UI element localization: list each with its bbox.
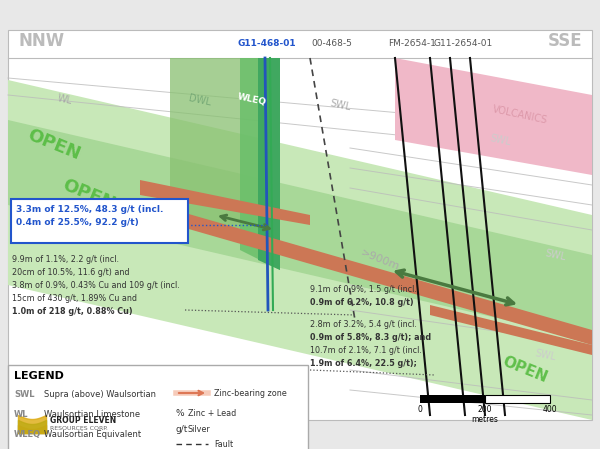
Text: 1.0m of 218 g/t, 0.88% Cu): 1.0m of 218 g/t, 0.88% Cu) bbox=[12, 307, 133, 316]
Polygon shape bbox=[8, 120, 592, 340]
Text: 400: 400 bbox=[542, 405, 557, 414]
Text: G11-468-01: G11-468-01 bbox=[238, 39, 296, 48]
Text: 3.3m of 12.5%, 48.3 g/t (incl.: 3.3m of 12.5%, 48.3 g/t (incl. bbox=[16, 205, 163, 214]
Text: 3.8m of 0.9%, 0.43% Cu and 109 g/t (incl.: 3.8m of 0.9%, 0.43% Cu and 109 g/t (incl… bbox=[12, 281, 180, 290]
Text: Silver: Silver bbox=[188, 425, 211, 434]
Text: 00-468-5: 00-468-5 bbox=[311, 39, 352, 48]
Text: %: % bbox=[176, 409, 185, 418]
Bar bbox=[420, 395, 485, 403]
Text: 200: 200 bbox=[478, 405, 492, 414]
Text: 20cm of 10.5%, 11.6 g/t) and: 20cm of 10.5%, 11.6 g/t) and bbox=[12, 268, 130, 277]
Text: WL: WL bbox=[14, 410, 29, 419]
Text: 2.8m of 3.2%, 5.4 g/t (incl.: 2.8m of 3.2%, 5.4 g/t (incl. bbox=[310, 320, 417, 329]
Text: >900m: >900m bbox=[359, 248, 401, 273]
Text: OPEN: OPEN bbox=[500, 354, 550, 386]
Text: 0.9m of 5.8%, 8.3 g/t); and: 0.9m of 5.8%, 8.3 g/t); and bbox=[310, 333, 431, 342]
Text: SWL: SWL bbox=[544, 248, 566, 262]
Text: SWL: SWL bbox=[14, 390, 35, 399]
Text: G11-2654-01: G11-2654-01 bbox=[433, 39, 493, 48]
Text: NNW: NNW bbox=[18, 32, 64, 50]
Text: FM-2654-1: FM-2654-1 bbox=[388, 39, 436, 48]
Text: OPEN: OPEN bbox=[60, 176, 118, 214]
Text: GROUP ELEVEN: GROUP ELEVEN bbox=[50, 416, 116, 425]
Text: 10.7m of 2.1%, 7.1 g/t (incl.: 10.7m of 2.1%, 7.1 g/t (incl. bbox=[310, 346, 422, 355]
Text: LEGEND: LEGEND bbox=[14, 371, 64, 381]
Bar bbox=[485, 395, 550, 403]
Text: 9.9m of 1.1%, 2.2 g/t (incl.: 9.9m of 1.1%, 2.2 g/t (incl. bbox=[12, 255, 119, 264]
Text: 0.4m of 25.5%, 92.2 g/t): 0.4m of 25.5%, 92.2 g/t) bbox=[16, 218, 139, 227]
Text: SSE: SSE bbox=[547, 32, 582, 50]
Text: 15cm of 430 g/t, 1.89% Cu and: 15cm of 430 g/t, 1.89% Cu and bbox=[12, 294, 137, 303]
Text: OPEN: OPEN bbox=[25, 126, 83, 164]
FancyBboxPatch shape bbox=[11, 199, 188, 243]
Polygon shape bbox=[258, 58, 280, 270]
Polygon shape bbox=[170, 58, 260, 245]
Text: Waulsortian Equivalent: Waulsortian Equivalent bbox=[44, 430, 141, 439]
Polygon shape bbox=[395, 58, 592, 175]
Text: Fault: Fault bbox=[214, 440, 233, 449]
Text: 1.9m of 6.4%, 22.5 g/t);: 1.9m of 6.4%, 22.5 g/t); bbox=[310, 359, 417, 368]
Text: DWL: DWL bbox=[188, 93, 212, 107]
Text: 9.1m of 0.9%, 1.5 g/t (incl.: 9.1m of 0.9%, 1.5 g/t (incl. bbox=[310, 285, 417, 294]
Text: Waulsortian Limestone: Waulsortian Limestone bbox=[44, 410, 140, 419]
Text: Zinc + Lead: Zinc + Lead bbox=[188, 409, 236, 418]
Text: SWL: SWL bbox=[533, 348, 556, 362]
Text: Zinc-bearing zone: Zinc-bearing zone bbox=[214, 389, 287, 398]
Polygon shape bbox=[140, 200, 592, 345]
Text: WLEQ: WLEQ bbox=[14, 430, 41, 439]
Polygon shape bbox=[240, 58, 280, 270]
Text: 0.9m of 6.2%, 10.8 g/t): 0.9m of 6.2%, 10.8 g/t) bbox=[310, 298, 413, 307]
Polygon shape bbox=[430, 305, 592, 355]
Polygon shape bbox=[140, 180, 310, 225]
Text: g/t: g/t bbox=[176, 425, 188, 434]
Bar bbox=[8, 30, 592, 420]
Text: metres: metres bbox=[472, 415, 499, 424]
Text: 0: 0 bbox=[418, 405, 422, 414]
Text: WL: WL bbox=[56, 93, 73, 106]
Text: RESOURCES CORP.: RESOURCES CORP. bbox=[50, 426, 108, 431]
Text: SWL: SWL bbox=[488, 133, 511, 147]
Text: WLEQ: WLEQ bbox=[236, 92, 268, 107]
Polygon shape bbox=[8, 80, 592, 420]
Text: VOLCANICS: VOLCANICS bbox=[491, 104, 548, 126]
Bar bbox=[8, 365, 308, 449]
Text: Supra (above) Waulsortian: Supra (above) Waulsortian bbox=[44, 390, 156, 399]
Text: SWL: SWL bbox=[329, 98, 352, 112]
